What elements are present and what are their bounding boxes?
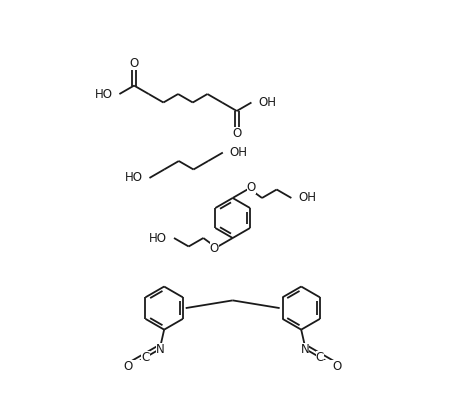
Text: OH: OH	[258, 96, 276, 109]
Text: O: O	[247, 181, 256, 194]
Text: HO: HO	[94, 87, 113, 100]
Text: O: O	[232, 127, 242, 140]
Text: OH: OH	[298, 192, 316, 205]
Text: HO: HO	[124, 171, 143, 184]
Text: O: O	[129, 57, 139, 70]
Text: O: O	[333, 360, 342, 373]
Text: N: N	[301, 343, 310, 356]
Text: OH: OH	[230, 146, 248, 159]
Text: C: C	[142, 351, 150, 364]
Text: N: N	[156, 343, 165, 356]
Text: C: C	[316, 351, 324, 364]
Text: O: O	[210, 241, 219, 254]
Text: HO: HO	[149, 232, 167, 245]
Text: O: O	[123, 360, 133, 373]
